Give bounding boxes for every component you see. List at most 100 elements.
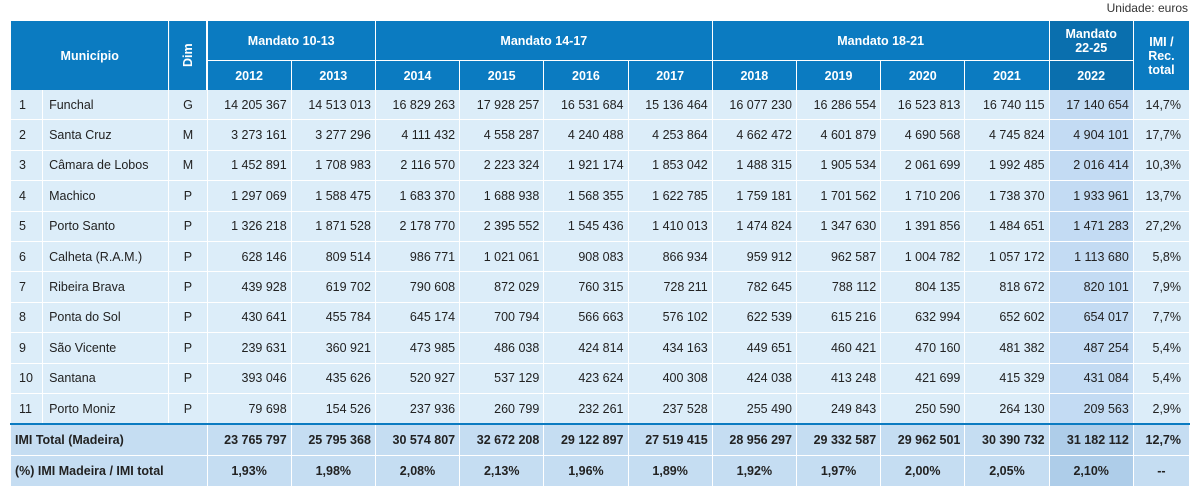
- row-value-2014: 2 116 570: [374, 150, 461, 182]
- row-value-2015: 700 794: [459, 302, 545, 334]
- row-municipio: Ribeira Brava: [42, 271, 170, 303]
- row-imi-rec-pct: 2,9%: [1132, 393, 1191, 425]
- unit-label: Unidade: euros: [1106, 1, 1188, 15]
- row-value-2020: 421 699: [880, 363, 966, 394]
- share-label: (%) IMI Madeira / IMI total: [10, 455, 208, 487]
- row-value-2013: 154 526: [290, 393, 376, 425]
- row-value-2018: 4 662 472: [711, 119, 797, 151]
- row-value-2021: 818 672: [964, 271, 1050, 303]
- row-value-2022: 17 140 654: [1048, 90, 1134, 121]
- row-value-2022: 2 016 414: [1048, 150, 1134, 182]
- row-value-2021: 652 602: [964, 302, 1050, 334]
- total-value-2013: 25 795 368: [290, 423, 376, 456]
- table-row: 6 Calheta (R.A.M.) P 628 146 809 514 986 771 1…: [9, 241, 1191, 273]
- row-value-2017: 866 934: [627, 241, 713, 273]
- row-value-2012: 3 273 161: [206, 119, 292, 151]
- table-row: 4 Machico P 1 297 069 1 588 475 1 683 370 1 68…: [9, 180, 1191, 212]
- header-year-2014: 2014: [374, 60, 461, 90]
- row-value-2019: 1 701 562: [795, 180, 882, 212]
- share-value-2020: 2,00%: [880, 455, 966, 487]
- header-mandato-10-13: Mandato 10-13: [206, 21, 376, 61]
- row-value-2014: 237 936: [374, 393, 461, 425]
- share-value-2019: 1,97%: [795, 455, 882, 487]
- row-value-2020: 2 061 699: [880, 150, 966, 182]
- total-value-2012: 23 765 797: [206, 423, 292, 456]
- row-value-2015: 260 799: [459, 393, 545, 425]
- row-value-2021: 1 057 172: [964, 241, 1050, 273]
- total-value-2016: 29 122 897: [543, 423, 629, 456]
- row-imi-rec-pct: 7,9%: [1132, 271, 1191, 303]
- share-value-2018: 1,92%: [711, 455, 797, 487]
- table-row: 5 Porto Santo P 1 326 218 1 871 528 2 178 770…: [9, 211, 1191, 242]
- row-value-2012: 14 205 367: [206, 90, 292, 121]
- row-value-2020: 4 690 568: [880, 119, 966, 151]
- row-value-2015: 2 223 324: [459, 150, 545, 182]
- row-rank: 11: [9, 393, 44, 425]
- row-value-2018: 622 539: [711, 302, 797, 334]
- imi-table: Município Dim Mandato 10-13 Mandato 14-1…: [9, 21, 1191, 487]
- header-year-2015: 2015: [459, 60, 545, 90]
- row-value-2021: 1 484 651: [964, 211, 1050, 242]
- row-value-2015: 1 688 938: [459, 180, 545, 212]
- table-row: 3 Câmara de Lobos M 1 452 891 1 708 983 2 116…: [9, 150, 1191, 182]
- row-value-2018: 16 077 230: [711, 90, 797, 121]
- row-value-2021: 264 130: [964, 393, 1050, 425]
- row-value-2016: 424 814: [543, 332, 629, 364]
- row-value-2017: 15 136 464: [627, 90, 713, 121]
- table-row: 7 Ribeira Brava P 439 928 619 702 790 608 872 …: [9, 271, 1191, 303]
- row-value-2021: 1 738 370: [964, 180, 1050, 212]
- row-value-2021: 415 329: [964, 363, 1050, 394]
- row-dim: P: [168, 363, 208, 394]
- row-value-2014: 790 608: [374, 271, 461, 303]
- row-value-2020: 250 590: [880, 393, 966, 425]
- row-value-2022: 1 113 680: [1048, 241, 1134, 273]
- row-value-2015: 537 129: [459, 363, 545, 394]
- row-value-2022: 1 933 961: [1048, 180, 1134, 212]
- row-municipio: Porto Moniz: [42, 393, 170, 425]
- header-mandato-22-25: Mandato 22-25: [1048, 21, 1134, 61]
- row-value-2014: 986 771: [374, 241, 461, 273]
- row-value-2016: 566 663: [543, 302, 629, 334]
- header-mandato-18-21: Mandato 18-21: [711, 21, 1050, 61]
- total-value-2017: 27 519 415: [627, 423, 713, 456]
- total-value-2014: 30 574 807: [374, 423, 461, 456]
- share-value-2012: 1,93%: [206, 455, 292, 487]
- row-value-2022: 1 471 283: [1048, 211, 1134, 242]
- row-imi-rec-pct: 5,4%: [1132, 363, 1191, 394]
- row-rank: 5: [9, 211, 44, 242]
- row-value-2013: 1 708 983: [290, 150, 376, 182]
- row-dim: M: [168, 119, 208, 151]
- row-dim: P: [168, 211, 208, 242]
- row-value-2018: 424 038: [711, 363, 797, 394]
- row-value-2015: 4 558 287: [459, 119, 545, 151]
- row-value-2012: 1 326 218: [206, 211, 292, 242]
- row-value-2022: 431 084: [1048, 363, 1134, 394]
- row-municipio: Ponta do Sol: [42, 302, 170, 334]
- table-row: 1 Funchal G 14 205 367 14 513 013 16 829 263 1…: [9, 90, 1191, 121]
- row-value-2021: 16 740 115: [964, 90, 1050, 121]
- row-rank: 1: [9, 90, 44, 121]
- row-value-2013: 360 921: [290, 332, 376, 364]
- header-municipio: Município: [9, 21, 170, 90]
- header-year-2018: 2018: [711, 60, 797, 90]
- row-dim: P: [168, 271, 208, 303]
- row-value-2016: 16 531 684: [543, 90, 629, 121]
- row-value-2013: 455 784: [290, 302, 376, 334]
- header-imi-rec-total: IMI / Rec. total: [1132, 21, 1191, 90]
- row-value-2018: 1 488 315: [711, 150, 797, 182]
- row-value-2017: 4 253 864: [627, 119, 713, 151]
- row-value-2022: 487 254: [1048, 332, 1134, 364]
- row-value-2021: 4 745 824: [964, 119, 1050, 151]
- row-value-2013: 3 277 296: [290, 119, 376, 151]
- row-dim: P: [168, 241, 208, 273]
- share-value-2015: 2,13%: [459, 455, 545, 487]
- header-year-2012: 2012: [206, 60, 292, 90]
- row-imi-rec-pct: 13,7%: [1132, 180, 1191, 212]
- row-value-2012: 1 297 069: [206, 180, 292, 212]
- row-municipio: São Vicente: [42, 332, 170, 364]
- row-value-2013: 809 514: [290, 241, 376, 273]
- total-label: IMI Total (Madeira): [10, 423, 208, 456]
- row-rank: 3: [9, 150, 44, 182]
- share-pct: --: [1132, 455, 1191, 487]
- row-value-2019: 413 248: [795, 363, 882, 394]
